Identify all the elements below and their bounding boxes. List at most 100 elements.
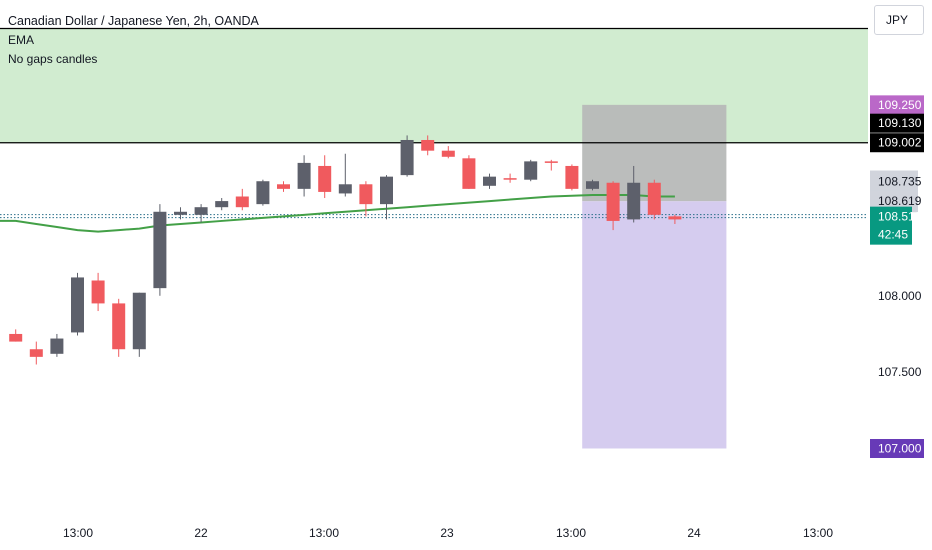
x-tick-label: 23 <box>440 526 454 540</box>
candle-body <box>606 182 620 221</box>
candle-body <box>50 338 64 354</box>
price-label-bg <box>870 113 924 133</box>
candle-body <box>627 182 641 220</box>
candle-1[interactable] <box>29 341 43 365</box>
candle-18[interactable] <box>380 175 393 220</box>
candle-4[interactable] <box>91 272 105 312</box>
candle-31[interactable] <box>647 179 661 220</box>
currency-button[interactable]: JPY <box>874 5 924 35</box>
candle-32[interactable] <box>668 214 682 224</box>
candle-body <box>483 176 496 186</box>
candle-2[interactable] <box>50 333 64 357</box>
candle-body <box>91 280 105 304</box>
candle-7[interactable] <box>153 204 167 296</box>
candle-body <box>112 303 126 350</box>
candle-10[interactable] <box>215 198 229 211</box>
candle-body <box>215 201 229 208</box>
candle-body <box>9 333 23 342</box>
candle-17[interactable] <box>359 181 373 217</box>
zones-layer <box>0 28 868 449</box>
legend-no-gaps-candles[interactable]: No gaps candles <box>8 52 98 66</box>
legend-title[interactable]: Canadian Dollar / Japanese Yen, 2h, OAND… <box>8 14 259 28</box>
price-label-108.000: 108.000 <box>878 289 922 303</box>
candle-body <box>586 181 599 189</box>
candle-body <box>503 178 517 180</box>
ema-layer <box>0 193 675 233</box>
price-label-text: 107.500 <box>878 365 922 379</box>
x-tick-label: 24 <box>687 526 701 540</box>
candle-29[interactable] <box>606 181 620 231</box>
candle-11[interactable] <box>235 188 249 211</box>
price-label-bg <box>870 133 924 153</box>
candle-23[interactable] <box>483 173 496 189</box>
candle-body <box>668 216 682 220</box>
candle-27[interactable] <box>565 164 579 191</box>
candle-21[interactable] <box>441 146 455 159</box>
candle-body <box>29 349 43 357</box>
x-tick-label: 13:00 <box>309 526 339 540</box>
candle-body <box>462 158 476 189</box>
price-label-107.000: 107.000 <box>870 439 924 458</box>
price-lines-layer <box>0 27 868 219</box>
ema-line[interactable] <box>0 193 675 233</box>
candle-19[interactable] <box>400 135 414 177</box>
candle-9[interactable] <box>194 204 208 223</box>
price-label-109.002: 109.002 <box>870 133 924 153</box>
price-label-109.130: 109.130 <box>870 113 924 133</box>
candle-body <box>318 165 332 192</box>
price-label-text: 109.130 <box>878 116 922 130</box>
x-tick-label: 13:00 <box>63 526 93 540</box>
candle-15[interactable] <box>318 155 332 199</box>
price-label-text: 108.619 <box>878 194 922 208</box>
candle-0[interactable] <box>9 329 23 342</box>
candle-16[interactable] <box>338 153 352 197</box>
price-label-109.250: 109.250 <box>870 95 924 115</box>
candle-12[interactable] <box>256 179 270 206</box>
chart-legend: Canadian Dollar / Japanese Yen, 2h, OAND… <box>8 12 259 69</box>
price-label-text: 107.000 <box>878 442 922 456</box>
price-label-text: 108.735 <box>878 175 922 189</box>
candle-body <box>71 277 84 333</box>
candle-body <box>421 139 435 151</box>
candle-20[interactable] <box>421 135 435 156</box>
candle-14[interactable] <box>297 155 311 197</box>
candle-body <box>400 139 414 176</box>
countdown-text: 42:45 <box>878 228 908 242</box>
x-tick-label: 13:00 <box>803 526 833 540</box>
price-label-108.735: 108.735 <box>870 170 922 193</box>
candle-30[interactable] <box>627 165 641 223</box>
price-label-bg <box>870 206 912 245</box>
x-tick-label: 22 <box>194 526 208 540</box>
x-tick-label: 13:00 <box>556 526 586 540</box>
candle-body <box>647 182 661 215</box>
candle-22[interactable] <box>462 155 476 189</box>
price-label-text: 108.000 <box>878 289 922 303</box>
legend-ema[interactable]: EMA <box>8 33 35 47</box>
price-label-text: 109.002 <box>878 136 922 150</box>
candle-body <box>174 211 187 215</box>
candle-8[interactable] <box>174 207 187 220</box>
candle-24[interactable] <box>503 173 517 183</box>
candle-13[interactable] <box>277 181 290 192</box>
candle-6[interactable] <box>132 292 146 357</box>
candle-body <box>338 184 352 194</box>
price-label-bg <box>870 95 924 115</box>
price-label-108.518: 108.518 42:45 <box>870 206 922 245</box>
candle-body <box>565 165 579 189</box>
candle-28[interactable] <box>586 179 599 191</box>
price-label-bg <box>870 170 918 193</box>
candle-body <box>132 292 146 350</box>
candle-25[interactable] <box>524 159 538 182</box>
candle-body <box>256 181 270 205</box>
candle-3[interactable] <box>71 272 84 336</box>
position-profit-zone[interactable] <box>582 201 727 449</box>
candle-26[interactable] <box>544 159 558 171</box>
axes-layer: 13:00 22 13:00 23 13:00 24 13:00 109.250 109.130… <box>63 95 924 540</box>
candle-body <box>235 196 249 208</box>
candle-body <box>359 184 373 205</box>
candles-layer[interactable] <box>9 135 682 365</box>
candle-body <box>380 176 393 205</box>
candle-5[interactable] <box>112 298 126 357</box>
candle-body <box>524 161 538 180</box>
